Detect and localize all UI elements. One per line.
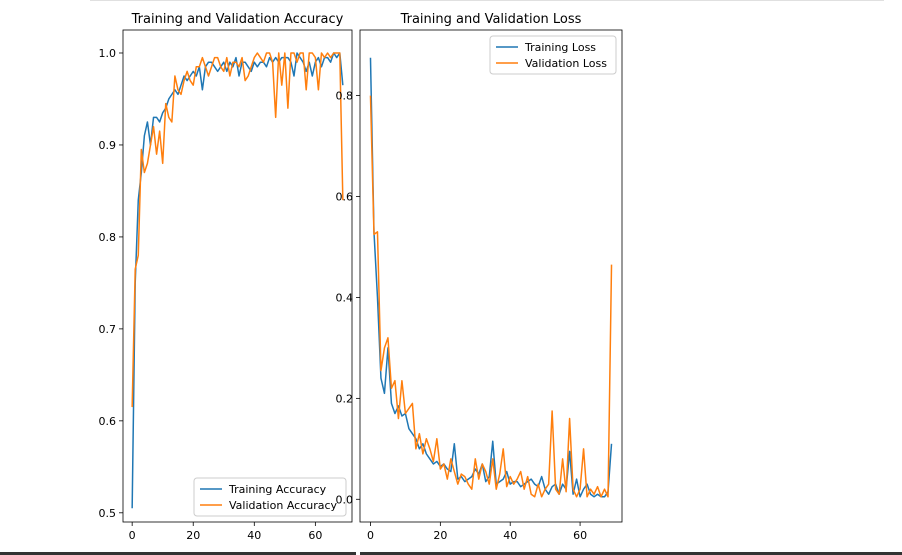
notebook-top-divider: [90, 0, 884, 1]
loss-series-training-loss: [369, 57, 613, 498]
accuracy-x-tick-label: 60: [308, 529, 322, 542]
loss-series-validation-loss: [369, 95, 613, 498]
accuracy-y-tick-label: 0.8: [99, 231, 117, 244]
loss-legend-box: [489, 35, 617, 75]
loss-x-tick-label: 0: [367, 529, 374, 542]
accuracy-series-training-accuracy: [131, 52, 344, 509]
accuracy-chart-title: Training and Validation Accuracy: [131, 12, 344, 27]
accuracy-x-tick-label: 20: [186, 529, 200, 542]
loss-x-tick-label: 20: [433, 529, 447, 542]
loss-y-tick-label: 0.0: [336, 493, 354, 506]
accuracy-legend: Training Accuracy Validation Accuracy: [193, 477, 347, 517]
loss-y-tick-label: 0.6: [336, 191, 354, 204]
loss-axes-frame: [359, 29, 623, 523]
accuracy-y-tick-label: 0.5: [99, 507, 117, 520]
accuracy-legend-label-training-accuracy: Training Accuracy: [228, 483, 327, 496]
loss-chart: 0 20 40 60 0.0 0.2 0.4 0.6 0.8 Training and Valid…: [336, 12, 623, 542]
loss-legend-label-training-loss: Training Loss: [524, 41, 596, 54]
accuracy-chart: 0 20 40 60 0.5 0.6 0.7 0.8 0.9 1.0 Training and Va…: [99, 12, 353, 542]
accuracy-axes-frame: [122, 29, 353, 523]
loss-legend: Training Loss Validation Loss: [489, 35, 617, 75]
accuracy-legend-label-validation-accuracy: Validation Accuracy: [229, 499, 338, 512]
loss-y-tick-label: 0.8: [336, 90, 354, 103]
accuracy-y-tick-label: 0.9: [99, 139, 117, 152]
loss-x-tick-label: 40: [503, 529, 517, 542]
accuracy-y-tick-label: 0.6: [99, 415, 117, 428]
accuracy-x-tick-label: 40: [247, 529, 261, 542]
loss-legend-label-validation-loss: Validation Loss: [525, 57, 607, 70]
notebook-bottom-divider-gap: [356, 552, 360, 555]
accuracy-x-tick-label: 0: [129, 529, 136, 542]
loss-x-tick-label: 60: [573, 529, 587, 542]
accuracy-y-tick-label: 1.0: [99, 47, 117, 60]
accuracy-series-validation-accuracy: [131, 52, 344, 408]
loss-y-tick-label: 0.4: [336, 291, 354, 304]
loss-chart-title: Training and Validation Loss: [400, 12, 582, 27]
notebook-bottom-divider: [0, 552, 902, 555]
loss-y-tick-label: 0.2: [336, 392, 354, 405]
accuracy-legend-box: [193, 477, 347, 517]
accuracy-y-tick-label: 0.7: [99, 323, 117, 336]
